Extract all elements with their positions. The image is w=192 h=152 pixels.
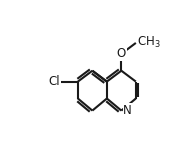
Text: O: O (117, 47, 126, 60)
Text: N: N (123, 104, 132, 117)
Text: Cl: Cl (48, 75, 60, 88)
Text: Cl: Cl (48, 75, 60, 88)
Text: O: O (117, 47, 126, 60)
Text: $\mathregular{CH_3}$: $\mathregular{CH_3}$ (137, 35, 161, 50)
Text: N: N (123, 104, 132, 117)
